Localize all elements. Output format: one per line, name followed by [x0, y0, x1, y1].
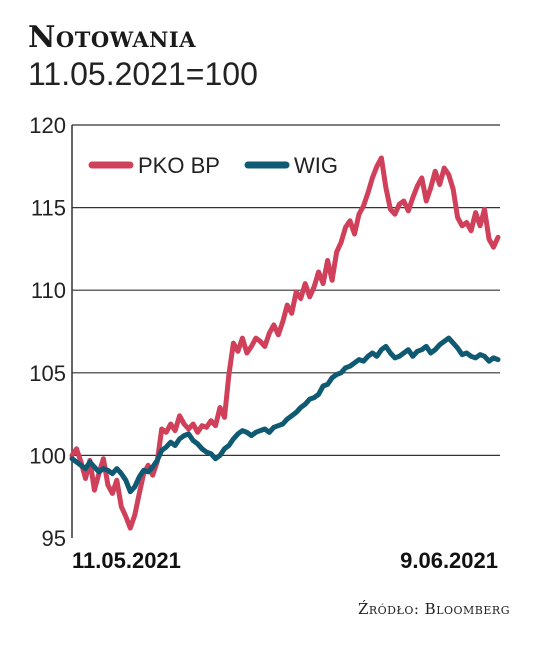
y-tick-label: 115 [31, 196, 66, 221]
y-axis-ticks: 95 100 105 110 115 120 [29, 113, 66, 551]
y-tick-label: 120 [29, 113, 66, 138]
x-tick-label-start: 11.05.2021 [72, 548, 181, 573]
y-tick-label: 95 [42, 526, 66, 551]
legend: PKO BP WIG [88, 153, 338, 178]
series-line-wig [69, 335, 501, 495]
y-tick-label: 105 [29, 361, 66, 386]
series-lines [69, 155, 501, 531]
gridlines [72, 124, 500, 456]
source-note: Źródło: Bloomberg [357, 600, 510, 618]
legend-label-wig: WIG [294, 153, 338, 178]
y-tick-label: 100 [29, 443, 66, 468]
legend-label-pko-bp: PKO BP [138, 153, 220, 178]
y-tick-label: 110 [31, 278, 66, 303]
x-tick-label-end: 9.06.2021 [400, 548, 498, 573]
series-line-pko-bp [69, 155, 501, 531]
chart-subtitle: 11.05.2021=100 [28, 56, 258, 92]
chart-title: Notowania [28, 20, 196, 55]
x-axis-ticks: 11.05.2021 9.06.2021 [72, 548, 498, 573]
